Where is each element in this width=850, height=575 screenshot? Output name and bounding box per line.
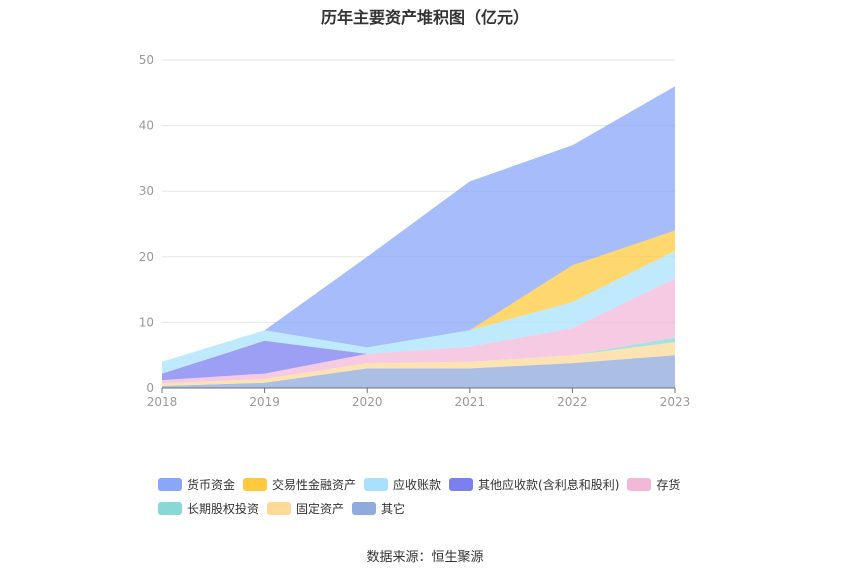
y-tick-label: 20 [139,250,154,264]
legend-swatch [267,501,292,515]
legend-swatch [627,477,652,491]
legend-label: 存货 [656,477,681,492]
legend-swatch [352,501,377,515]
x-tick-label: 2022 [557,395,588,409]
legend-swatch [243,477,268,491]
x-tick-label: 2020 [352,395,383,409]
chart-title: 历年主要资产堆积图（亿元） [320,8,529,27]
legend-label: 其他应收款(含利息和股利) [478,477,620,492]
area-其它 [162,355,675,388]
x-tick-label: 2023 [660,395,691,409]
axes: 0 10 20 30 40 50 2018 2019 2020 2021 2022 2023 [139,53,691,409]
legend-label: 长期股权投资 [187,501,260,516]
legend: 货币资金 交易性金融资产 应收账款 其他应收款(含利息和股利) 存货长期股权投资 固定资产… [158,472,718,520]
legend-swatch [364,477,389,491]
legend-label: 应收账款 [393,477,442,492]
area-货币资金 [162,86,675,362]
legend-item[interactable]: 货币资金 [158,472,235,496]
legend-item[interactable]: 长期股权投资 [158,496,259,520]
area-交易性金融资产 [162,230,675,362]
x-tick-label: 2021 [455,395,486,409]
legend-item[interactable]: 其它 [352,496,405,520]
legend-label: 货币资金 [187,477,236,492]
legend-item[interactable]: 存货 [627,472,680,496]
legend-item[interactable]: 其他应收款(含利息和股利) [449,472,619,496]
legend-label: 固定资产 [296,501,345,516]
legend-item[interactable]: 固定资产 [267,496,344,520]
legend-swatch [158,501,182,515]
area-存货 [162,278,675,384]
area-其他应收款(含利息和股利) [162,278,675,381]
x-tick-label: 2018 [147,395,178,409]
area-应收账款 [162,250,675,374]
y-tick-label: 10 [139,315,154,329]
y-tick-label: 0 [146,381,154,395]
y-tick-label: 50 [139,53,154,67]
area-固定资产 [162,342,675,387]
legend-label: 其它 [381,501,406,516]
y-tick-label: 30 [139,184,154,198]
legend-swatch [449,477,474,491]
legend-item[interactable]: 交易性金融资产 [243,472,356,496]
legend-swatch [158,477,182,491]
area-series [162,86,675,388]
y-tick-label: 40 [139,119,154,133]
data-source: 数据来源：恒生聚源 [366,550,484,565]
legend-item[interactable]: 应收账款 [364,472,441,496]
x-tick-label: 2019 [249,395,280,409]
legend-label: 交易性金融资产 [272,477,357,492]
